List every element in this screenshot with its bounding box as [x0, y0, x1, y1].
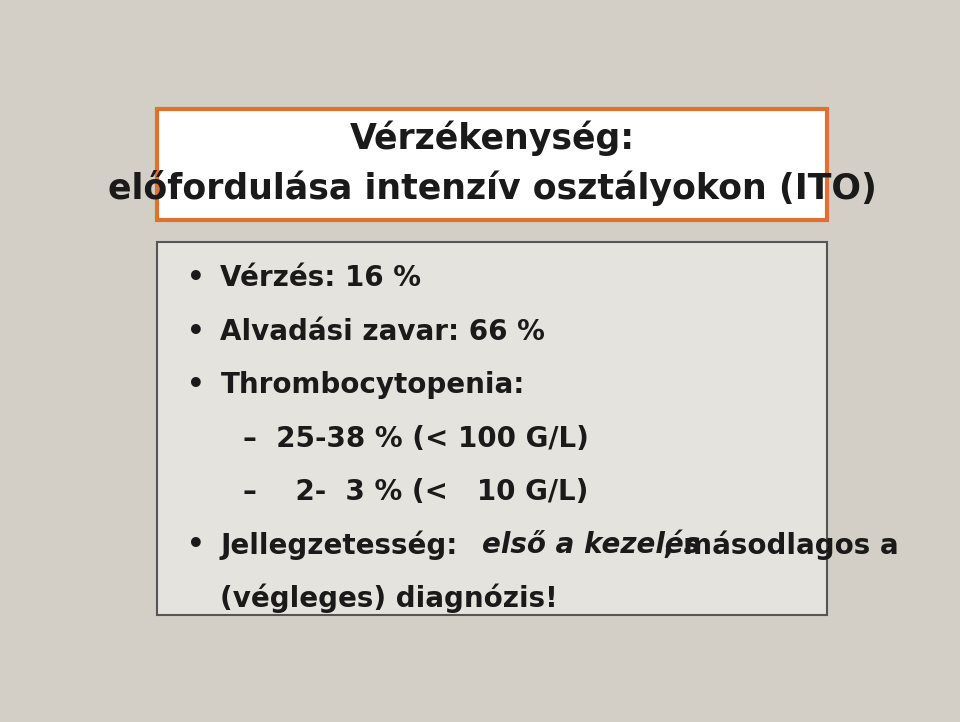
FancyBboxPatch shape — [157, 109, 827, 220]
Text: Thrombocytopenia:: Thrombocytopenia: — [221, 371, 525, 399]
Text: előfordulása intenzív osztályokon (ITO): előfordulása intenzív osztályokon (ITO) — [108, 170, 876, 206]
Text: , másodlagos a: , másodlagos a — [663, 531, 899, 560]
Text: •: • — [187, 371, 204, 399]
Text: Vérzékenység:: Vérzékenység: — [349, 120, 635, 155]
FancyBboxPatch shape — [157, 243, 827, 615]
Text: •: • — [187, 531, 204, 560]
Text: Jellegzetesség:: Jellegzetesség: — [221, 531, 468, 560]
Text: Alvadási zavar: 66 %: Alvadási zavar: 66 % — [221, 318, 545, 346]
Text: •: • — [187, 264, 204, 292]
Text: Vérzés: 16 %: Vérzés: 16 % — [221, 264, 421, 292]
Text: (végleges) diagnózis!: (végleges) diagnózis! — [221, 584, 558, 614]
Text: –  25-38 % (< 100 G/L): – 25-38 % (< 100 G/L) — [243, 425, 588, 453]
Text: első a kezelés: első a kezelés — [482, 531, 701, 560]
Text: •: • — [187, 318, 204, 346]
Text: –    2-  3 % (<   10 G/L): – 2- 3 % (< 10 G/L) — [243, 478, 588, 506]
